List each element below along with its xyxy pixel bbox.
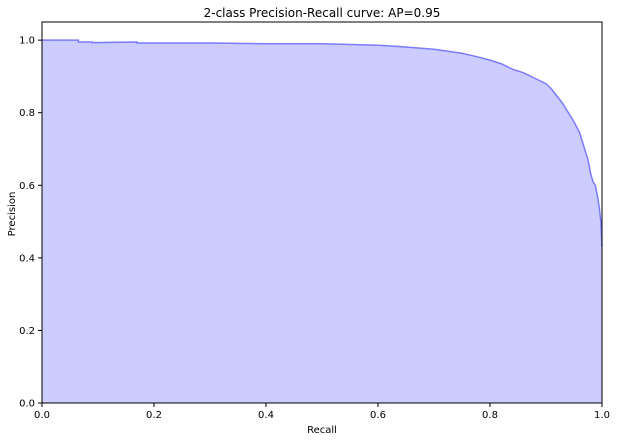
x-axis: 0.0 0.2 0.4 0.6 0.8 1.0 [34, 403, 610, 421]
plot-frame [41, 21, 603, 404]
chart-title: 2-class Precision-Recall curve: AP=0.95 [204, 6, 441, 20]
pr-curve-line [42, 39, 603, 248]
x-tick-label: 0.6 [370, 410, 386, 421]
y-tick-label: 0.2 [19, 326, 35, 337]
y-axis-label: Precision [7, 192, 18, 237]
y-tick-label: 0.4 [19, 253, 35, 264]
x-tick-label: 0.0 [34, 410, 50, 421]
y-axis: 0.0 0.2 0.4 0.6 0.8 1.0 [19, 36, 42, 410]
pr-area-fill [42, 40, 602, 403]
y-tick-label: 0.8 [19, 108, 35, 119]
x-tick-label: 0.8 [482, 410, 498, 421]
y-tick-label: 0.0 [19, 399, 35, 410]
x-tick-label: 0.4 [258, 410, 274, 421]
y-tick-label: 0.6 [19, 181, 35, 192]
y-tick-label: 1.0 [19, 36, 35, 47]
x-tick-label: 1.0 [594, 410, 610, 421]
x-axis-label: Recall [307, 425, 337, 436]
plot-area [42, 39, 603, 403]
x-tick-label: 0.2 [146, 410, 162, 421]
